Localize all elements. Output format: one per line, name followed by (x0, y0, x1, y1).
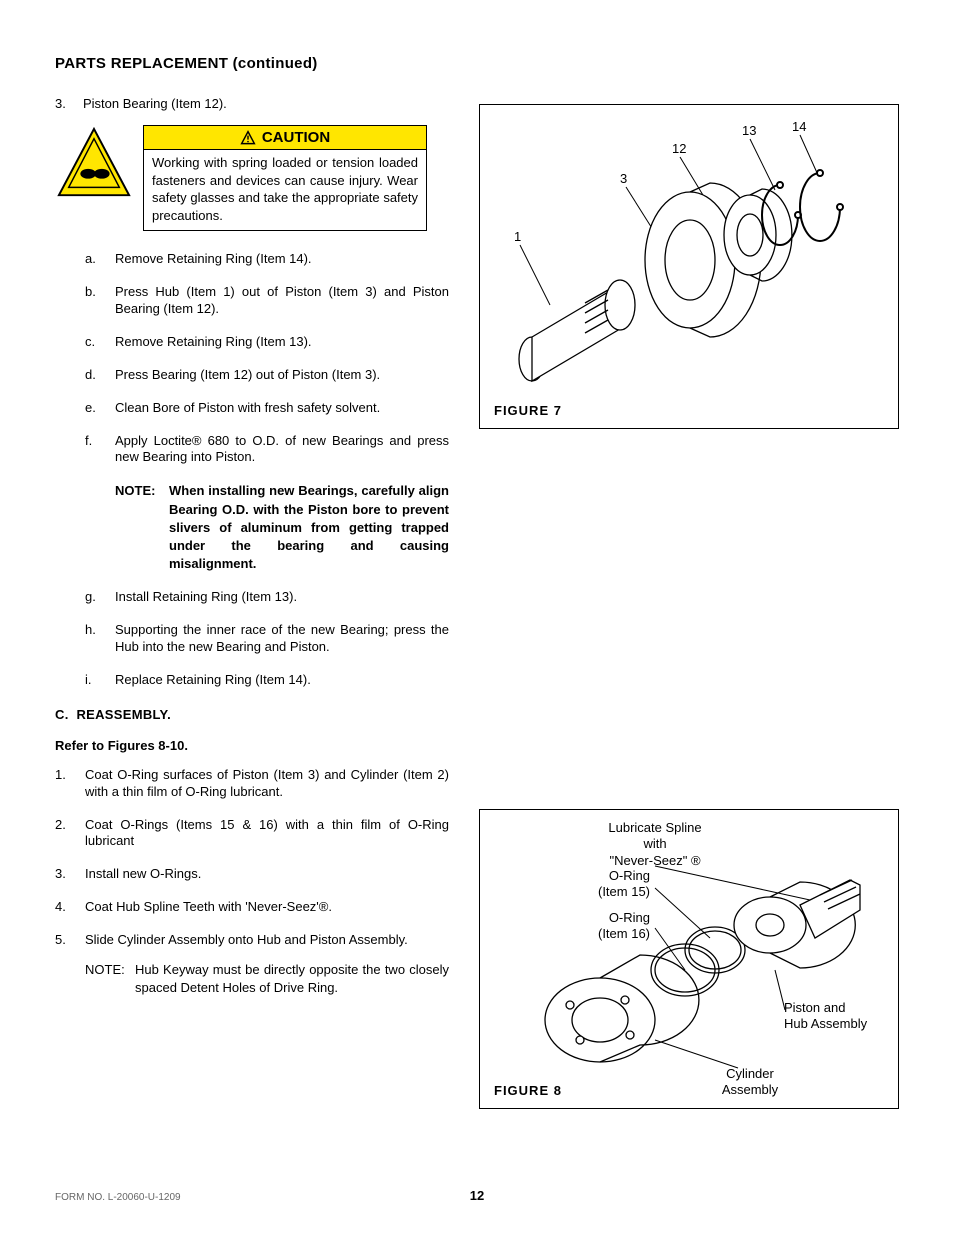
step-marker: 4. (55, 899, 85, 916)
caution-header: CAUTION (144, 126, 426, 150)
step-marker: e. (85, 400, 115, 417)
step-marker: f. (85, 433, 115, 467)
step-marker: h. (85, 622, 115, 656)
step-text: Slide Cylinder Assembly onto Hub and Pis… (85, 932, 449, 996)
right-column: 1 3 12 13 14 (479, 96, 899, 1109)
section-label: REASSEMBLY. (76, 707, 171, 722)
step-text: Apply Loctite® 680 to O.D. of new Bearin… (115, 433, 449, 467)
step-text: Remove Retaining Ring (Item 14). (115, 251, 449, 268)
step-text: Press Hub (Item 1) out of Piston (Item 3… (115, 284, 449, 318)
step-text: Press Bearing (Item 12) out of Piston (I… (115, 367, 449, 384)
step-text: Coat O-Ring surfaces of Piston (Item 3) … (85, 767, 449, 801)
note-body: Hub Keyway must be directly opposite the… (135, 961, 449, 996)
figure-8-drawing (480, 810, 900, 1090)
step-marker: 3. (55, 866, 85, 883)
caution-triangle-icon (240, 130, 256, 146)
caution-label: CAUTION (262, 129, 330, 146)
figure-7: 1 3 12 13 14 (479, 104, 899, 429)
note-block: NOTE: When installing new Bearings, care… (115, 482, 449, 573)
figure-8: Lubricate Spline with "Never-Seez" ® O-R… (479, 809, 899, 1109)
step-marker: a. (85, 251, 115, 268)
section-marker: C. (55, 707, 69, 722)
step-marker: 2. (55, 817, 85, 851)
page-title: PARTS REPLACEMENT (continued) (55, 55, 899, 72)
step-marker: 1. (55, 767, 85, 801)
step-text: Replace Retaining Ring (Item 14). (115, 672, 449, 689)
step-text: Supporting the inner race of the new Bea… (115, 622, 449, 656)
two-column-layout: 3. Piston Bearing (Item 12). (55, 96, 899, 1109)
step-marker: i. (85, 672, 115, 689)
list-marker: 3. (55, 96, 83, 111)
footer: FORM NO. L-20060-U-1209 (55, 1192, 899, 1203)
step-text: Install Retaining Ring (Item 13). (115, 589, 449, 606)
step-text: Install new O-Rings. (85, 866, 449, 883)
figure-7-drawing (480, 105, 900, 405)
caution-box: CAUTION Working with spring loaded or te… (143, 125, 427, 231)
note-inline: NOTE: Hub Keyway must be directly opposi… (85, 961, 449, 996)
form-number: FORM NO. L-20060-U-1209 (55, 1192, 181, 1203)
caution-body: Working with spring loaded or tension lo… (144, 150, 426, 230)
step-text: Coat O-Rings (Items 15 & 16) with a thin… (85, 817, 449, 851)
note-label: NOTE: (85, 961, 135, 996)
warning-goggles-icon (55, 125, 133, 203)
left-column: 3. Piston Bearing (Item 12). (55, 96, 449, 1109)
step-marker: d. (85, 367, 115, 384)
step-marker: b. (85, 284, 115, 318)
list-text: Piston Bearing (Item 12). (83, 96, 449, 111)
note-body: When installing new Bearings, carefully … (169, 482, 449, 573)
step-text: Coat Hub Spline Teeth with 'Never-Seez'®… (85, 899, 449, 916)
list-item-3: 3. Piston Bearing (Item 12). (55, 96, 449, 111)
caution-block: CAUTION Working with spring loaded or te… (55, 125, 449, 231)
figure-7-caption: FIGURE 7 (494, 403, 562, 418)
step-text: Clean Bore of Piston with fresh safety s… (115, 400, 449, 417)
refer-heading: Refer to Figures 8-10. (55, 738, 449, 753)
step-marker: 5. (55, 932, 85, 996)
section-c-heading: C. REASSEMBLY. (55, 707, 449, 722)
step-text: Remove Retaining Ring (Item 13). (115, 334, 449, 351)
note-label: NOTE: (115, 482, 169, 573)
figure-8-caption: FIGURE 8 (494, 1083, 562, 1098)
step-marker: c. (85, 334, 115, 351)
step-text-inner: Slide Cylinder Assembly onto Hub and Pis… (85, 932, 408, 947)
step-marker: g. (85, 589, 115, 606)
